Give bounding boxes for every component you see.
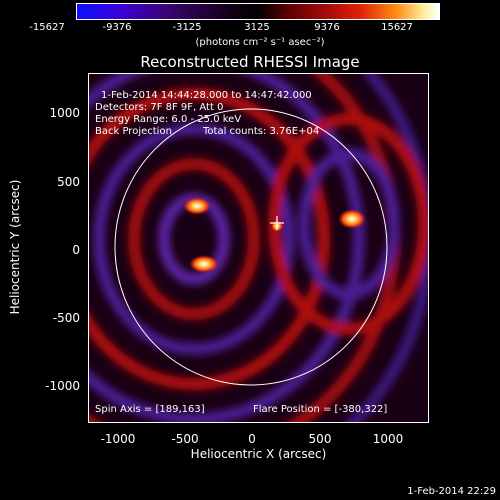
x-tick: -500: [171, 432, 199, 446]
y-tick: -1000: [45, 379, 80, 393]
spin-axis: Spin Axis = [189,163]: [95, 404, 205, 415]
solar-limb: [114, 108, 388, 386]
y-tick: 0: [72, 243, 80, 257]
colorbar: [76, 3, 440, 20]
y-axis-label: Heliocentric Y (arcsec): [8, 179, 22, 315]
total-counts: Total counts: 3.76E+04: [203, 126, 320, 137]
timestamp: 1-Feb-2014 22:29: [407, 486, 496, 497]
x-axis-label: Heliocentric X (arcsec): [190, 447, 327, 461]
x-tick: 1000: [372, 432, 404, 446]
colorbar-tick: -3125: [172, 22, 202, 33]
x-tick: 500: [308, 432, 332, 446]
time-range: 1-Feb-2014 14:44:28.000 to 14:47:42.000: [101, 90, 312, 101]
y-tick: -500: [52, 311, 80, 325]
method: Back Projection: [95, 126, 172, 137]
y-tick: 500: [57, 175, 80, 189]
colorbar-tick: 15627: [381, 22, 413, 33]
image-title: Reconstructed RHESSI Image: [140, 53, 360, 71]
colorbar-unit: (photons cm⁻² s⁻¹ asec⁻²): [195, 37, 325, 48]
flare-marker: [270, 216, 284, 230]
detectors: Detectors: 7F 8F 9F, Att 0: [95, 102, 224, 113]
colorbar-tick: -15627: [29, 22, 65, 33]
colorbar-tick: -9376: [102, 22, 132, 33]
flare-position: Flare Position = [-380,322]: [253, 404, 388, 415]
energy-range: Energy Range: 6.0 - 25.0 keV: [95, 114, 242, 125]
colorbar-tick: 9376: [314, 22, 340, 33]
colorbar-tick: 3125: [244, 22, 270, 33]
x-tick: 0: [248, 432, 256, 446]
image-plot[interactable]: 1-Feb-2014 14:44:28.000 to 14:47:42.000 …: [88, 73, 429, 423]
x-tick: -1000: [100, 432, 136, 446]
reconstructed-image: [89, 74, 428, 422]
y-tick: 1000: [49, 106, 80, 120]
